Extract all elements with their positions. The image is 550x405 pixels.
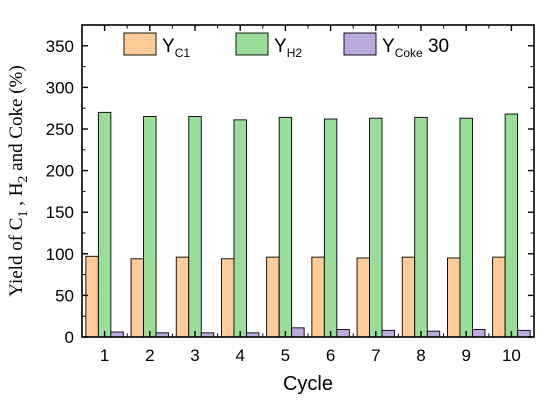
bar (369, 117, 383, 338)
x-tick-label: 9 (461, 346, 470, 365)
bar (233, 119, 247, 338)
bar (278, 116, 293, 338)
legend-swatch (343, 32, 377, 56)
bar (220, 258, 235, 338)
bar (517, 329, 531, 338)
x-tick-label: 1 (100, 346, 109, 365)
bar (381, 329, 395, 338)
bar (130, 258, 145, 338)
y-axis: 0 50 100 150 200 250 300 350 (46, 37, 534, 347)
y-axis-title: Yield of C1 , H2 and Coke (%) (6, 65, 31, 296)
y-tick-label: 50 (55, 286, 74, 305)
x-tick-label: 5 (281, 346, 290, 365)
bar (447, 257, 461, 338)
y-tick-label: 150 (46, 203, 74, 222)
x-axis-title: Cycle (283, 373, 333, 395)
bar (291, 327, 305, 338)
legend-label: YC1 (162, 36, 190, 60)
bar (414, 116, 428, 338)
y-tick-label: 0 (65, 328, 74, 347)
x-tick-label: 10 (502, 346, 521, 365)
y-title-sub: 1 (16, 211, 31, 218)
x-tick-label: 2 (145, 346, 154, 365)
bar (311, 256, 325, 338)
legend-label: YCoke 30 (382, 36, 449, 60)
plot-bars (85, 111, 531, 338)
bar (266, 256, 280, 338)
bar (336, 329, 350, 338)
bar (426, 330, 441, 338)
x-axis: 1 2 3 4 5 6 7 8 9 10 (100, 25, 521, 365)
y-tick-label: 100 (46, 245, 74, 264)
bar (472, 329, 486, 338)
y-tick-label: 300 (46, 78, 74, 97)
legend: YC1 YH2 YCoke 30 (123, 32, 449, 60)
legend-swatch (123, 32, 157, 56)
bar (401, 256, 416, 338)
bar (492, 256, 506, 338)
bar (459, 117, 473, 338)
y-tick-label: 200 (46, 162, 74, 181)
x-tick-label: 6 (326, 346, 335, 365)
y-tick-label: 250 (46, 120, 74, 139)
legend-swatch (235, 32, 269, 56)
bar (85, 255, 99, 338)
bar (97, 111, 112, 338)
y-title-part: , H (6, 182, 27, 210)
x-tick-label: 8 (416, 346, 425, 365)
y-title-part: and Coke (%) (6, 65, 27, 175)
y-tick-label: 350 (46, 37, 74, 56)
x-tick-label: 3 (190, 346, 199, 365)
y-title-part: Yield of C (6, 218, 27, 297)
bar (188, 116, 202, 338)
bar (143, 116, 157, 338)
bar (175, 256, 190, 338)
legend-label: YH2 (274, 36, 302, 60)
bar (323, 118, 338, 338)
x-tick-label: 7 (371, 346, 380, 365)
y-title-sub: 2 (16, 176, 31, 183)
bar (504, 113, 519, 338)
bar (356, 257, 370, 338)
x-tick-label: 4 (235, 346, 244, 365)
